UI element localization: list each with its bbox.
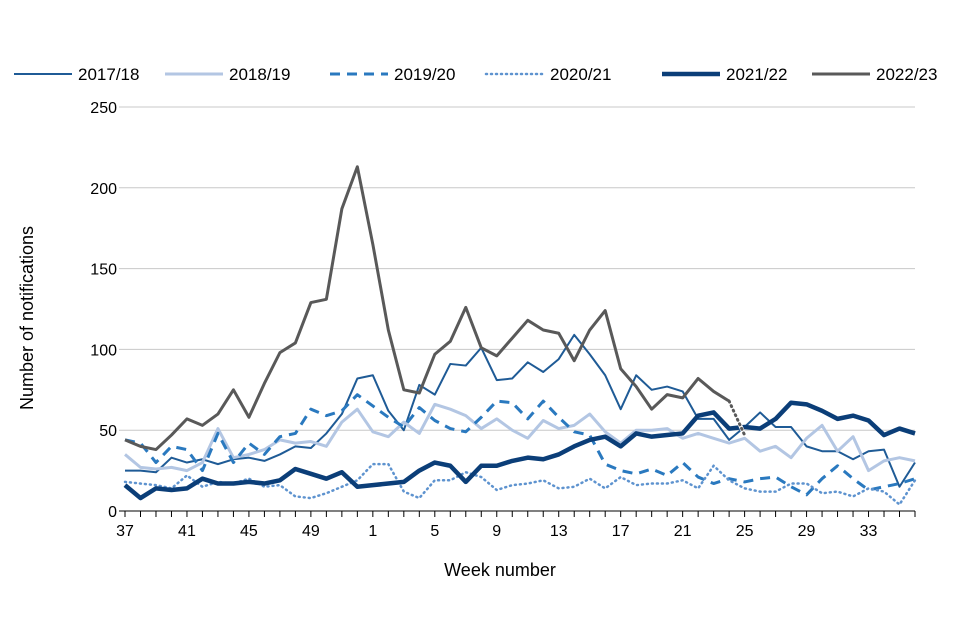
series-line-2019-20 [124,393,916,497]
y-tick-label: 150 [90,262,117,279]
series-layer [123,165,917,506]
y-tick-label: 50 [99,423,117,440]
x-axis: 37 41 45 49 1 5 9 13 17 21 25 29 33 [116,510,916,540]
x-tick-label: 29 [798,523,816,540]
series-line-2021-22 [123,400,916,501]
y-axis-ticks: 0 50 100 150 200 250 [90,100,117,521]
x-tick-label: 17 [612,523,630,540]
y-axis-title: Number of notifications [17,226,37,410]
x-tick-label: 13 [550,523,568,540]
series-line-2020-21 [123,462,917,506]
x-tick-label: 41 [178,523,196,540]
series-line-2018-19 [124,402,916,473]
legend-label: 2018/19 [229,65,290,84]
y-tick-label: 100 [90,342,117,359]
x-tick-label: 9 [492,523,501,540]
y-tick-label: 250 [90,100,117,117]
series-provisional-segment [727,399,747,437]
x-tick-label: 21 [674,523,692,540]
series-line-2022-23 [124,165,746,452]
series-line-2017-18 [125,333,916,488]
legend-label: 2020/21 [550,65,611,84]
x-tick-label: 25 [736,523,754,540]
x-tick-label: 33 [860,523,878,540]
legend: 2017/18 2018/19 2019/20 2020/21 2021/22 2022/… [14,65,937,84]
x-tick-label: 5 [430,523,439,540]
x-tick-label: 45 [240,523,258,540]
x-tick-label: 1 [368,523,377,540]
x-tick-label: 37 [116,523,134,540]
x-tick-label: 49 [302,523,320,540]
y-tick-label: 0 [108,504,117,521]
legend-label: 2017/18 [78,65,139,84]
legend-label: 2021/22 [726,65,787,84]
legend-label: 2022/23 [876,65,937,84]
x-axis-title: Week number [444,560,556,580]
y-tick-label: 200 [90,181,117,198]
legend-label: 2019/20 [394,65,455,84]
gridlines [119,106,915,431]
